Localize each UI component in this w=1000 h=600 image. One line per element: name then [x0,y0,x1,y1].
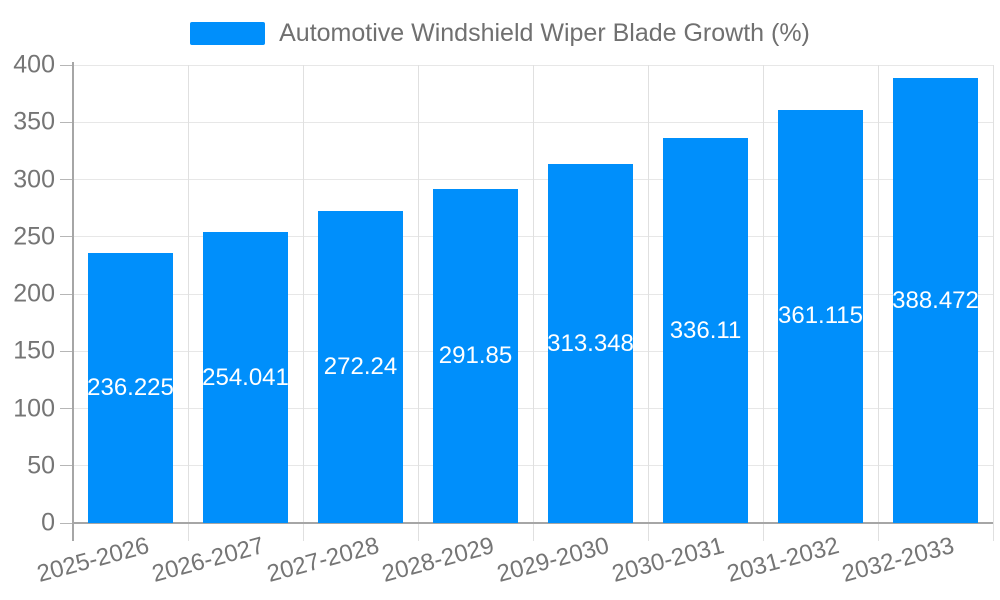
x-axis-line [73,522,993,524]
chart-title: Automotive Windshield Wiper Blade Growth… [279,18,810,47]
bar[interactable] [548,164,633,523]
gridline-vertical [302,65,304,541]
gridline-vertical [762,65,764,541]
y-axis-label: 300 [13,165,55,193]
y-axis-tick [60,293,73,295]
gridline-vertical [532,65,534,541]
y-axis-tick [60,522,73,524]
y-axis-label: 0 [41,508,55,537]
y-axis-label: 400 [13,50,55,79]
bar[interactable] [88,252,173,523]
bar[interactable] [203,232,288,523]
bar[interactable] [433,188,518,523]
y-axis-tick [60,64,73,66]
y-axis-label: 50 [27,451,55,480]
y-axis-line [72,62,74,541]
y-axis-label: 250 [13,222,55,251]
legend-item[interactable]: Automotive Windshield Wiper Blade Growth… [0,16,1000,50]
y-axis-tick [60,465,73,467]
gridline-vertical [417,65,419,541]
gridline-vertical [187,65,189,541]
y-axis-tick [60,121,73,123]
y-axis-label: 200 [13,279,55,308]
gridline-vertical [992,65,994,541]
y-axis-label: 100 [13,394,55,422]
bar[interactable] [893,78,978,523]
y-axis-label: 150 [13,336,55,365]
gridline-vertical [877,65,879,541]
legend-swatch [190,21,266,45]
y-axis-tick [60,350,73,352]
bar[interactable] [318,211,403,523]
gridline-vertical [647,65,649,541]
y-axis-tick [60,179,73,180]
y-axis-tick [60,408,73,409]
y-axis-label: 350 [13,107,55,136]
y-axis-tick [60,236,73,238]
bar[interactable] [778,109,863,523]
bar[interactable] [663,138,748,523]
